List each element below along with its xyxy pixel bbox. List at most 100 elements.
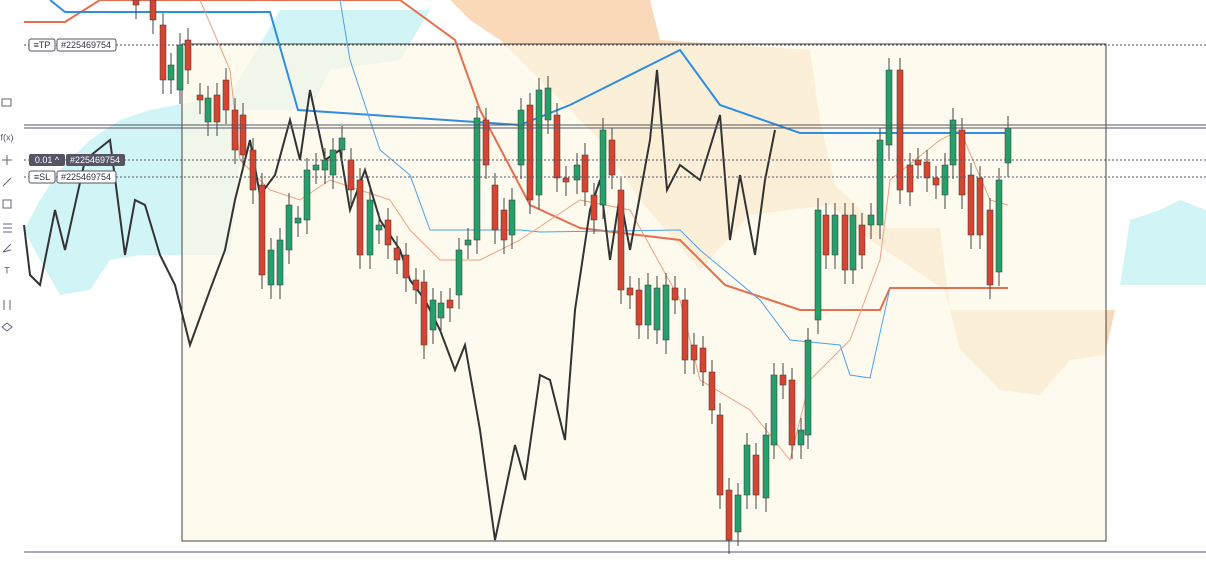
order-id: #225469754 <box>61 40 111 50</box>
candle <box>347 159 355 191</box>
candle <box>804 339 812 436</box>
candle <box>553 114 561 179</box>
candle <box>167 64 175 81</box>
zone <box>181 43 1107 542</box>
candle <box>849 214 857 271</box>
candle <box>249 149 257 191</box>
toolbar: f(x) T <box>1 98 14 332</box>
candle <box>231 109 239 151</box>
candle <box>608 139 616 176</box>
candle <box>635 289 643 326</box>
candle <box>976 177 984 236</box>
candle <box>446 299 454 309</box>
sl-label[interactable]: ≡SL #225469754 <box>28 170 117 184</box>
id-box <box>56 38 117 52</box>
position-label[interactable]: 0.01 ^ #225469754 <box>29 154 125 166</box>
tool-icon[interactable]: T <box>4 265 10 275</box>
candle <box>914 159 922 166</box>
candle <box>526 104 534 201</box>
tool-icon[interactable] <box>2 155 12 165</box>
tool-icon[interactable] <box>3 300 11 310</box>
id-box <box>56 170 117 184</box>
candle <box>366 199 374 256</box>
candle <box>1004 127 1012 164</box>
candle <box>770 374 778 446</box>
candle <box>743 444 751 496</box>
candle <box>590 194 598 221</box>
tag-box <box>28 170 56 184</box>
tool-icon[interactable] <box>1 98 12 107</box>
candle <box>196 94 204 101</box>
candle <box>906 164 914 193</box>
candle <box>258 184 266 276</box>
candles <box>132 0 1012 554</box>
candle <box>690 344 698 361</box>
candle <box>814 209 822 321</box>
candle <box>699 347 707 373</box>
candle <box>858 224 866 256</box>
tool-icon[interactable] <box>2 199 12 209</box>
id-box <box>66 154 125 166</box>
tool-icon[interactable] <box>3 223 12 233</box>
candle <box>321 159 329 171</box>
candle <box>617 189 625 291</box>
tag: ≡TP <box>34 40 51 50</box>
candle <box>734 494 742 533</box>
candle <box>132 0 140 6</box>
candle <box>788 379 796 446</box>
tool-icon[interactable] <box>2 177 12 187</box>
candle <box>412 279 420 291</box>
candle <box>222 79 230 111</box>
candle <box>276 239 284 286</box>
candle <box>482 119 490 166</box>
candle <box>329 149 337 176</box>
candle <box>653 287 661 331</box>
candle <box>464 239 472 246</box>
candle <box>573 164 581 181</box>
candle <box>429 299 437 331</box>
tool-icon[interactable]: f(x) <box>1 132 14 142</box>
tp-label[interactable]: ≡TP #225469754 <box>28 38 117 52</box>
size-box <box>29 154 65 166</box>
tool-icon[interactable] <box>2 243 12 253</box>
candle <box>662 284 670 341</box>
candle <box>841 214 849 271</box>
candle <box>867 214 875 226</box>
candle <box>204 97 212 123</box>
tool-icon[interactable] <box>1 322 13 332</box>
candle <box>338 137 346 151</box>
candle <box>876 139 884 226</box>
candle <box>402 254 410 279</box>
candle <box>671 287 679 301</box>
candle <box>294 217 302 224</box>
price-lines <box>24 44 1206 553</box>
candle <box>822 214 830 256</box>
candle <box>752 454 760 496</box>
candle <box>149 0 157 21</box>
candle <box>393 247 401 261</box>
candle <box>176 44 184 91</box>
candle <box>473 117 481 241</box>
candle <box>762 434 770 499</box>
candle <box>312 164 320 171</box>
tag-box <box>28 38 56 52</box>
candle <box>517 109 525 166</box>
candle <box>303 169 311 221</box>
candle <box>500 209 508 241</box>
candle <box>213 94 221 123</box>
candle <box>958 129 966 196</box>
chikou <box>23 69 776 541</box>
candle <box>508 199 516 236</box>
candle <box>239 114 247 156</box>
candle <box>949 119 957 166</box>
candle <box>797 429 805 446</box>
candle <box>535 89 543 196</box>
candle <box>967 174 975 236</box>
candle <box>491 184 499 231</box>
candle <box>267 249 275 286</box>
candle <box>644 284 652 326</box>
candle <box>455 249 463 296</box>
tenkan-thin <box>339 0 891 379</box>
candle <box>437 302 445 319</box>
